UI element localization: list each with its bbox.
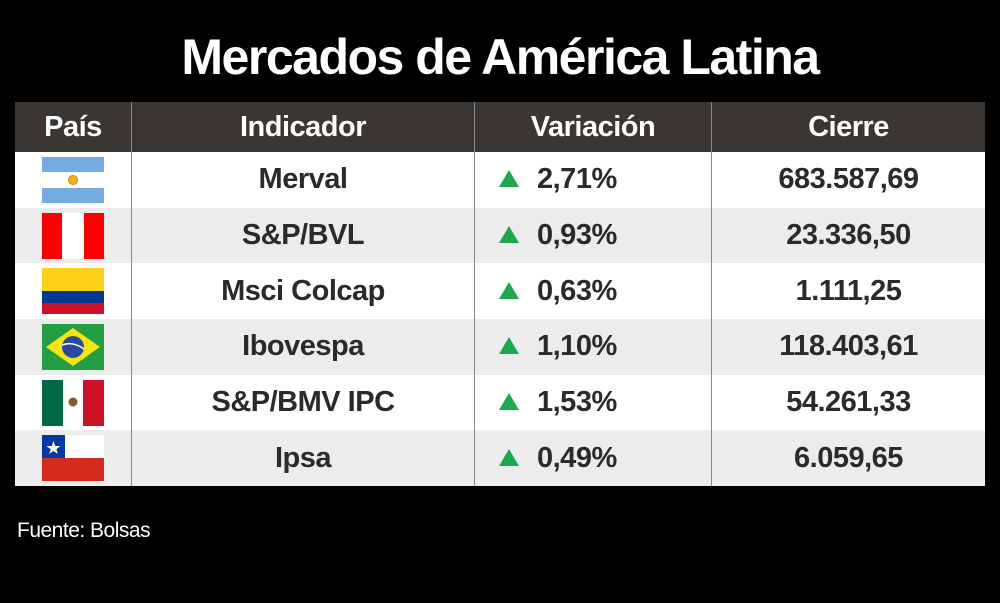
country-cell <box>15 207 132 264</box>
up-arrow-icon <box>499 170 519 188</box>
indicator-cell: Ipsa <box>131 430 475 487</box>
page-title: Mercados de América Latina <box>181 29 820 85</box>
column-header-country: País <box>15 102 132 152</box>
flag-peru-icon <box>42 212 104 259</box>
up-arrow-icon <box>499 337 519 355</box>
indicator-cell: S&P/BVL <box>131 207 475 264</box>
change-cell: 2,71% <box>474 152 712 208</box>
column-header-change: Variación <box>474 102 712 152</box>
flag-brazil-icon <box>42 323 104 370</box>
change-cell: 0,49% <box>474 430 712 487</box>
close-cell: 1.111,25 <box>711 263 985 320</box>
close-cell: 6.059,65 <box>711 430 985 487</box>
table-row: S&P/BVL 0,93% 23.336,50 <box>15 207 985 264</box>
markets-table: País Indicador Variación Cierre Merval 2,… <box>15 102 985 487</box>
change-value: 0,93% <box>537 219 617 252</box>
country-cell <box>15 152 132 208</box>
up-arrow-icon <box>499 448 519 466</box>
close-cell: 54.261,33 <box>711 374 985 431</box>
change-value: 1,10% <box>537 330 617 363</box>
flag-mexico-icon <box>42 379 104 426</box>
indicator-cell: Merval <box>131 152 475 208</box>
table-row: Msci Colcap 0,63% 1.111,25 <box>15 263 985 320</box>
change-value: 0,49% <box>537 441 617 474</box>
table-row: S&P/BMV IPC 1,53% 54.261,33 <box>15 374 985 431</box>
country-cell <box>15 375 132 431</box>
country-cell <box>15 430 132 487</box>
table-header-row: País Indicador Variación Cierre <box>15 102 985 152</box>
indicator-cell: S&P/BMV IPC <box>131 374 475 431</box>
table-row: Ipsa 0,49% 6.059,65 <box>15 430 985 487</box>
change-cell: 1,53% <box>474 374 712 431</box>
table-row: Ibovespa 1,10% 118.403,61 <box>15 319 985 375</box>
flag-argentina-icon <box>42 156 104 203</box>
source-note: Fuente: Bolsas <box>17 519 151 542</box>
column-header-indicator: Indicador <box>131 102 475 152</box>
up-arrow-icon <box>499 281 519 299</box>
change-cell: 0,93% <box>474 207 712 264</box>
indicator-cell: Msci Colcap <box>131 263 475 320</box>
close-cell: 23.336,50 <box>711 207 985 264</box>
change-value: 2,71% <box>537 163 617 196</box>
indicator-cell: Ibovespa <box>131 319 475 375</box>
column-header-close: Cierre <box>711 102 985 152</box>
flag-chile-icon <box>42 435 104 482</box>
country-cell <box>15 263 132 319</box>
up-arrow-icon <box>499 392 519 410</box>
change-cell: 1,10% <box>474 319 712 375</box>
change-value: 0,63% <box>537 274 617 307</box>
country-cell <box>15 319 132 375</box>
close-cell: 683.587,69 <box>711 152 985 208</box>
change-value: 1,53% <box>537 386 617 419</box>
table-row: Merval 2,71% 683.587,69 <box>15 152 985 208</box>
up-arrow-icon <box>499 225 519 243</box>
close-cell: 118.403,61 <box>711 319 985 375</box>
change-cell: 0,63% <box>474 263 712 320</box>
flag-colombia-icon <box>42 268 104 315</box>
